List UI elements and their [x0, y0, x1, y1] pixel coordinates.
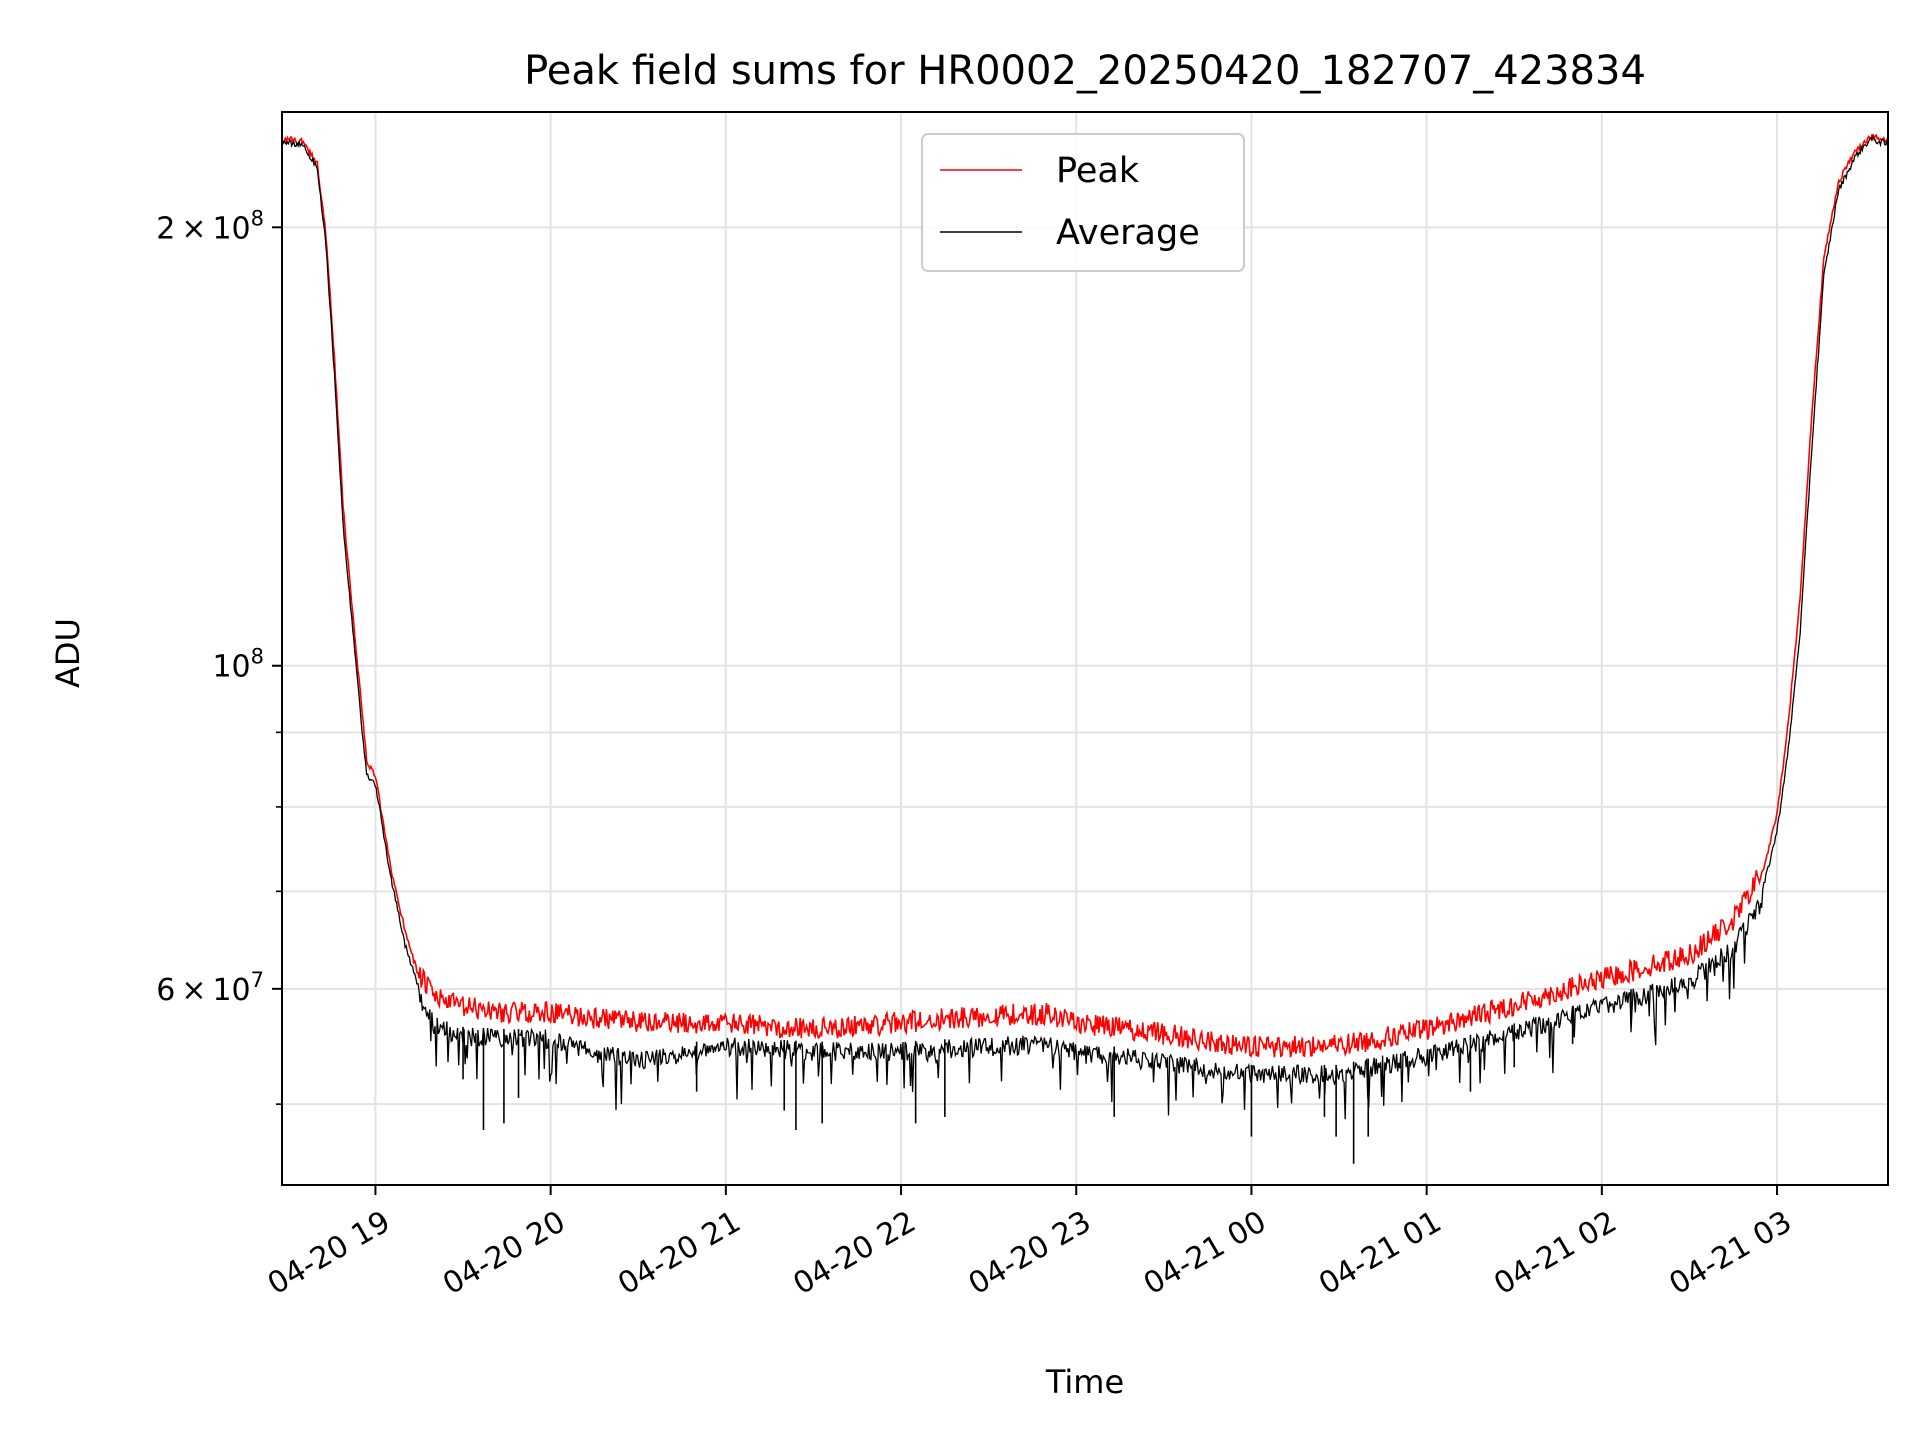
y-tick-label: 2 × 108 [156, 206, 264, 246]
x-axis-title: Time [1045, 1363, 1124, 1401]
axes-frame [281, 111, 1889, 1186]
legend-label-peak: Peak [1056, 151, 1140, 191]
y-axis-title: ADU [49, 618, 87, 688]
legend-label-average: Average [1056, 213, 1200, 253]
series-line-peak [282, 133, 1888, 1058]
chart-title: Peak field sums for HR0002_20250420_1827… [524, 48, 1646, 94]
series-line-average [282, 135, 1888, 1120]
y-tick-label: 108 [212, 645, 264, 685]
legend-box [921, 133, 1245, 272]
grid-lines [282, 112, 1888, 1185]
legend: Peak Average [921, 133, 1245, 272]
y-tick-label: 6 × 107 [156, 968, 264, 1008]
plot-area [282, 133, 1888, 1164]
